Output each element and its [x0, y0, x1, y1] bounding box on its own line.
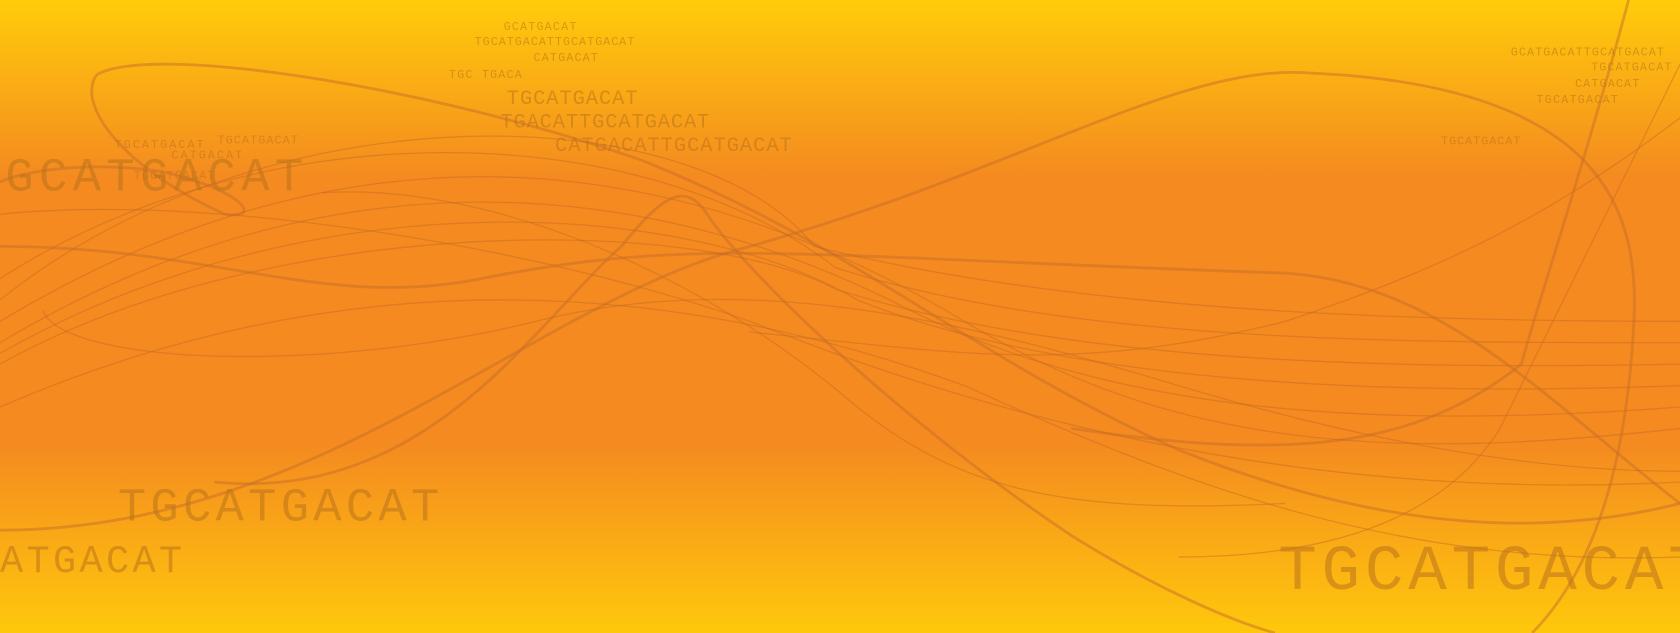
- dna-text: CATGACAT: [1575, 77, 1639, 91]
- dna-text: TGCATGACAT: [507, 88, 638, 111]
- dna-text: TGCATGACAT: [1536, 93, 1617, 107]
- dna-text: TGC TGACA: [449, 68, 523, 82]
- dna-text: TGCATGACAT: [1441, 135, 1520, 149]
- dna-text: ATGACAT: [0, 540, 182, 584]
- dna-text: TGCATGACAT: [218, 134, 298, 148]
- dna-text: TGACATTGCATGACAT: [500, 111, 709, 134]
- dna-text: TGCATGACATTGCATGACAT: [475, 35, 635, 49]
- dna-text: CATGACATTGCATGACAT: [555, 135, 792, 158]
- dna-text: TGCATGACAT: [1278, 536, 1680, 609]
- dna-text: TGCATGACAT: [1591, 61, 1671, 75]
- dna-text: CATGACAT: [534, 51, 598, 65]
- dna-text: GCATGACAT: [504, 20, 577, 34]
- dna-text: TGCATGACAT: [134, 169, 214, 183]
- dna-text: GCATGACAT TGCATGACATTGCATGACAT CATGACAT …: [0, 20, 1680, 609]
- dna-text: GCATGACAT: [5, 153, 303, 206]
- dna-text: GCATGACATTGCATGACAT: [1511, 46, 1664, 60]
